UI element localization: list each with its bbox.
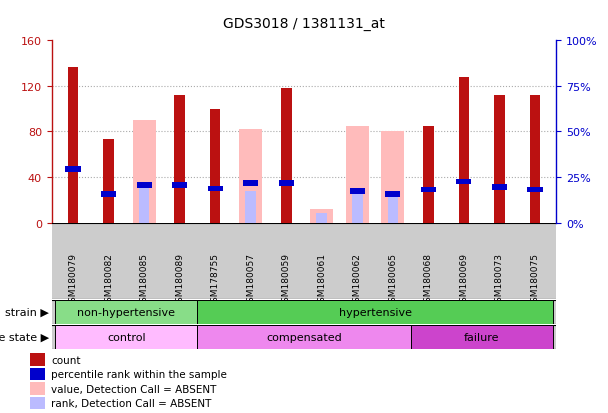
Text: compensated: compensated [266, 332, 342, 342]
Bar [30, 382, 45, 395]
Bar [350, 188, 365, 194]
Bar [385, 192, 401, 197]
Bar [494, 96, 505, 223]
Bar [103, 140, 114, 223]
Text: percentile rank within the sample: percentile rank within the sample [51, 369, 227, 379]
Bar [101, 192, 116, 197]
Text: non-hypertensive: non-hypertensive [77, 307, 175, 317]
Bar [174, 96, 185, 223]
Bar [55, 300, 198, 324]
Bar [352, 191, 362, 223]
Bar [458, 78, 469, 223]
Bar [530, 96, 541, 223]
Bar [346, 126, 369, 223]
Text: value, Detection Call = ABSENT: value, Detection Call = ABSENT [51, 384, 216, 394]
Bar [172, 183, 187, 188]
Text: strain ▶: strain ▶ [5, 307, 49, 317]
Bar [528, 187, 542, 193]
Bar [239, 130, 262, 223]
Bar [310, 209, 333, 223]
Bar [133, 121, 156, 223]
Text: failure: failure [464, 332, 499, 342]
Text: rank, Detection Call = ABSENT: rank, Detection Call = ABSENT [51, 398, 212, 408]
Bar [492, 185, 507, 191]
Text: disease state ▶: disease state ▶ [0, 332, 49, 342]
Bar [410, 325, 553, 349]
Text: control: control [107, 332, 146, 342]
Text: count: count [51, 355, 81, 365]
Bar [210, 109, 221, 223]
Bar [30, 368, 45, 380]
Text: hypertensive: hypertensive [339, 307, 412, 317]
Bar [457, 179, 471, 185]
Bar [198, 300, 553, 324]
Bar [246, 191, 256, 223]
Bar [278, 180, 294, 186]
Bar [30, 397, 45, 409]
Bar [387, 193, 398, 223]
Bar [281, 89, 292, 223]
Bar [139, 185, 150, 223]
Bar [423, 126, 434, 223]
Bar [55, 325, 198, 349]
Bar [30, 354, 45, 366]
Bar [207, 186, 223, 192]
Bar [316, 214, 327, 223]
Bar [67, 67, 78, 223]
Bar [137, 183, 151, 188]
Bar [66, 167, 80, 173]
Bar [198, 325, 410, 349]
Bar [243, 180, 258, 186]
Bar [421, 187, 436, 193]
Text: GDS3018 / 1381131_at: GDS3018 / 1381131_at [223, 17, 385, 31]
Bar [381, 132, 404, 223]
